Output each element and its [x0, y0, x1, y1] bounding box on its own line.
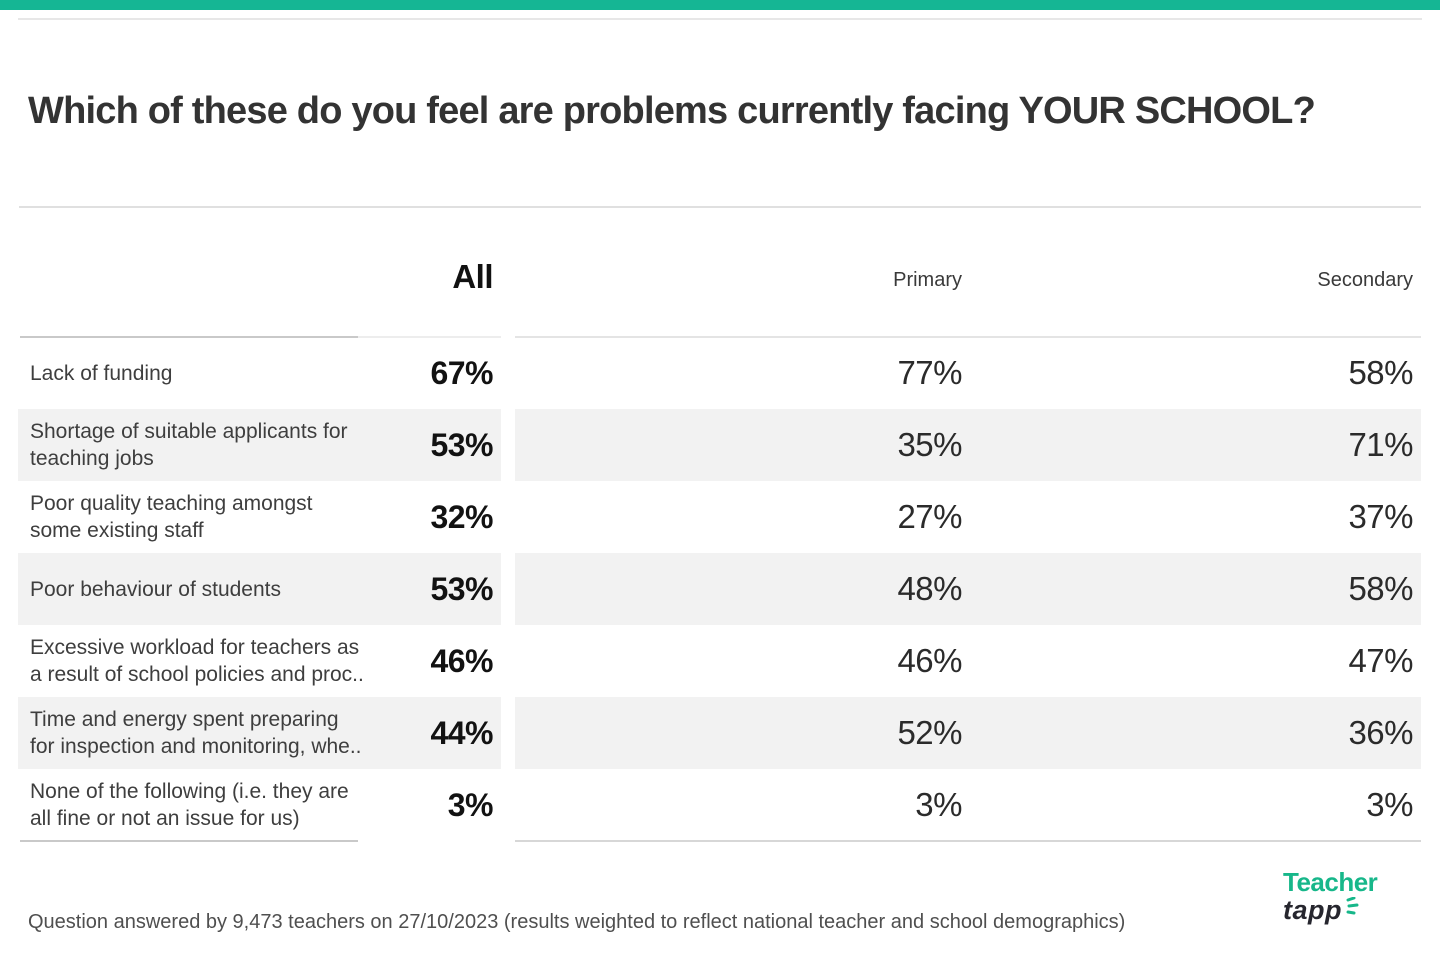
value-all: 44%	[430, 714, 493, 751]
results-table: Lack of funding 67% 77% 58% Shortage of …	[18, 336, 1421, 842]
row-label: Poor behaviour of students	[30, 577, 281, 601]
row-label: Excessive workload for teachers as a res…	[30, 636, 364, 686]
brand-accent-bar	[0, 0, 1440, 10]
value-primary: 3%	[915, 786, 962, 823]
table-row: None of the following (i.e. they are all…	[18, 769, 1421, 841]
row-right-section: 3% 3%	[515, 769, 1421, 841]
value-all: 53%	[430, 570, 493, 607]
right-section-top-border	[515, 336, 1421, 338]
column-gap	[501, 769, 515, 841]
column-gap	[501, 625, 515, 697]
teacher-tapp-logo: Teacher tapp	[1283, 869, 1413, 925]
column-gap	[501, 553, 515, 625]
row-right-section: 77% 58%	[515, 337, 1421, 409]
table-row: Poor quality teaching amongst some exist…	[18, 481, 1421, 553]
all-column-top-border	[358, 336, 501, 338]
row-left-section: Shortage of suitable applicants for teac…	[18, 409, 501, 481]
row-label: Time and energy spent preparing for insp…	[30, 708, 362, 758]
row-left-section: Lack of funding 67%	[18, 337, 501, 409]
column-header-all: All	[452, 258, 493, 295]
row-label: Poor quality teaching amongst some exist…	[30, 492, 313, 542]
value-secondary: 47%	[1348, 642, 1413, 679]
value-primary: 35%	[897, 426, 962, 463]
row-left-section: Time and energy spent preparing for insp…	[18, 697, 501, 769]
value-secondary: 3%	[1366, 786, 1413, 823]
value-secondary: 58%	[1348, 354, 1413, 391]
column-header-secondary: Secondary	[1317, 269, 1413, 291]
row-right-section: 52% 36%	[515, 697, 1421, 769]
page-title: Which of these do you feel are problems …	[28, 90, 1316, 132]
row-label: Shortage of suitable applicants for teac…	[30, 420, 348, 470]
right-section-bottom-border	[515, 840, 1421, 842]
column-gap	[501, 337, 515, 409]
row-right-section: 48% 58%	[515, 553, 1421, 625]
row-left-section: Excessive workload for teachers as a res…	[18, 625, 501, 697]
value-primary: 27%	[897, 498, 962, 535]
title-divider	[19, 206, 1421, 208]
label-column-top-border	[20, 336, 358, 338]
table-row: Lack of funding 67% 77% 58%	[18, 337, 1421, 409]
value-all: 67%	[430, 354, 493, 391]
column-gap	[501, 697, 515, 769]
row-right-section: 27% 37%	[515, 481, 1421, 553]
value-all: 32%	[430, 498, 493, 535]
value-secondary: 71%	[1348, 426, 1413, 463]
value-secondary: 58%	[1348, 570, 1413, 607]
column-gap	[501, 481, 515, 553]
tap-sparkle-icon	[1346, 897, 1359, 915]
value-all: 3%	[447, 786, 494, 823]
logo-teacher-text: Teacher	[1283, 867, 1378, 897]
table-row: Excessive workload for teachers as a res…	[18, 625, 1421, 697]
table-row: Time and energy spent preparing for insp…	[18, 697, 1421, 769]
value-all: 53%	[430, 426, 493, 463]
value-secondary: 36%	[1348, 714, 1413, 751]
value-primary: 77%	[897, 354, 962, 391]
row-left-section: None of the following (i.e. they are all…	[18, 769, 501, 841]
row-label: None of the following (i.e. they are all…	[30, 780, 349, 830]
row-right-section: 35% 71%	[515, 409, 1421, 481]
row-left-section: Poor behaviour of students 53%	[18, 553, 501, 625]
footnote: Question answered by 9,473 teachers on 2…	[28, 911, 1126, 933]
top-divider	[18, 18, 1422, 20]
value-primary: 48%	[897, 570, 962, 607]
table-row: Poor behaviour of students 53% 48% 58%	[18, 553, 1421, 625]
column-header-primary: Primary	[893, 269, 962, 291]
value-secondary: 37%	[1348, 498, 1413, 535]
table-row: Shortage of suitable applicants for teac…	[18, 409, 1421, 481]
row-right-section: 46% 47%	[515, 625, 1421, 697]
row-label: Lack of funding	[30, 361, 173, 385]
value-primary: 46%	[897, 642, 962, 679]
row-left-section: Poor quality teaching amongst some exist…	[18, 481, 501, 553]
label-column-bottom-border	[20, 840, 358, 842]
logo-tapp-text: tapp	[1283, 895, 1342, 925]
value-all: 46%	[430, 642, 493, 679]
column-gap	[501, 409, 515, 481]
value-primary: 52%	[897, 714, 962, 751]
